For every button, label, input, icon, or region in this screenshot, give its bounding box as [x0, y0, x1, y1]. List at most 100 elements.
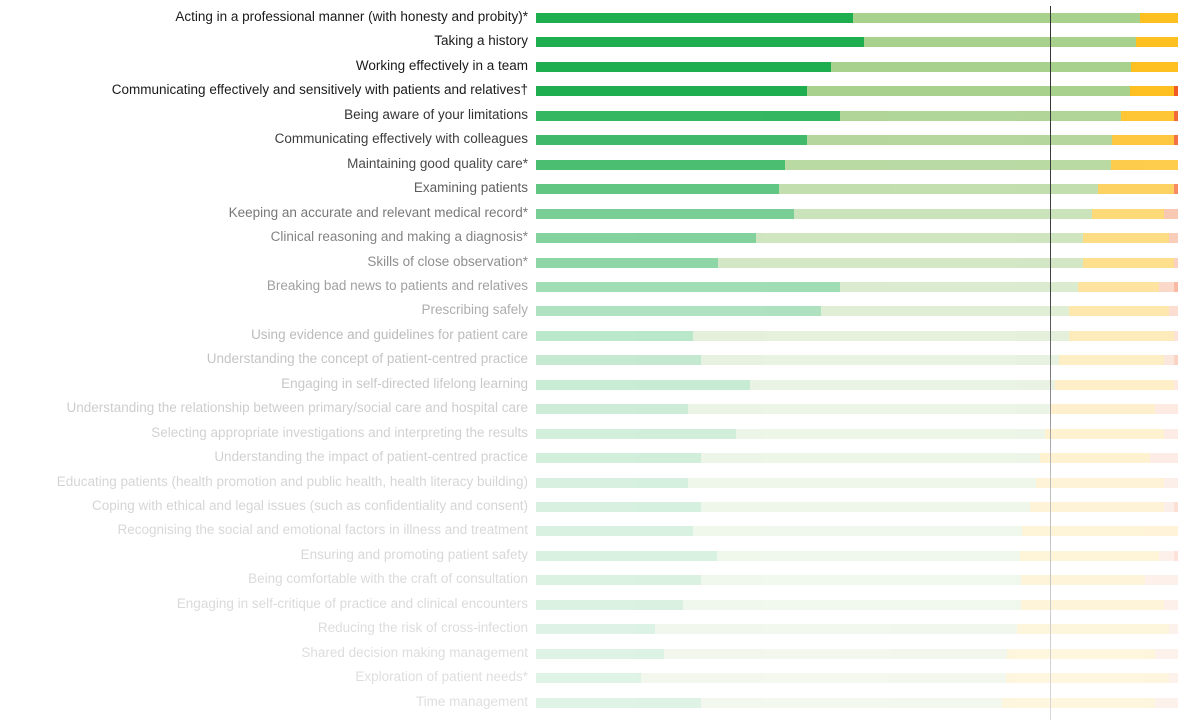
bar-segment-strongly-disagree [1174, 135, 1178, 146]
category-label: Breaking bad news to patients and relati… [266, 277, 528, 293]
bar-segment-strongly-disagree [1174, 355, 1178, 366]
bar-segment-strongly-disagree [1174, 86, 1178, 97]
bar-segment-strongly-agree [536, 306, 822, 317]
bar-segment-strongly-agree [536, 233, 757, 244]
bar-segment-agree [700, 697, 1003, 708]
bar-segment-strongly-agree [536, 86, 807, 97]
bar-segment-strongly-agree [536, 648, 664, 659]
stacked-bar [536, 379, 1178, 390]
bar-segment-neutral [1068, 306, 1169, 317]
bar-segment-agree [794, 208, 1092, 219]
category-label: Exploration of patient needs* [355, 669, 528, 685]
bar-segment-disagree [1163, 477, 1178, 488]
chart-row: Keeping an accurate and relevant medical… [0, 201, 1200, 225]
bar-segment-neutral [1091, 208, 1164, 219]
bar-segment-strongly-agree [536, 502, 701, 512]
stacked-bar [536, 110, 1178, 121]
stacked-bar [536, 135, 1178, 146]
bar-segment-strongly-agree [536, 599, 684, 610]
chart-row: Using evidence and guidelines for patien… [0, 323, 1200, 347]
bar-segment-disagree [1168, 233, 1178, 244]
stacked-bar [536, 526, 1178, 537]
stacked-bar [536, 453, 1178, 464]
bar-segment-agree [806, 86, 1130, 97]
bar-segment-neutral [1129, 86, 1175, 97]
stacked-bar [536, 502, 1178, 512]
chart-row: Working effectively in a team [0, 54, 1200, 78]
bar-segment-strongly-agree [536, 697, 701, 708]
stacked-bar [536, 477, 1178, 488]
bar-segment-disagree [1163, 502, 1175, 512]
bar-segment-neutral [1055, 379, 1175, 390]
bar-segment-neutral [1140, 13, 1178, 23]
chart-row: Exploration of patient needs* [0, 665, 1200, 689]
chart-row: Engaging in self-directed lifelong learn… [0, 372, 1200, 396]
chart-row: Prescribing safely [0, 298, 1200, 322]
bar-segment-disagree [1159, 550, 1175, 561]
stacked-bar [536, 697, 1178, 708]
category-label: Coping with ethical and legal issues (su… [91, 498, 528, 513]
category-label: Using evidence and guidelines for patien… [251, 326, 528, 342]
stacked-bar [536, 330, 1178, 341]
chart-row: Communicating effectively and sensitivel… [0, 78, 1200, 102]
bar-segment-agree [840, 110, 1121, 121]
bar-segment-neutral [1021, 526, 1178, 537]
bar-segment-neutral [1006, 648, 1155, 659]
chart-row: Taking a history [0, 29, 1200, 53]
category-label: Examining patients [413, 180, 528, 196]
bar-segment-strongly-agree [536, 13, 854, 23]
bar-segment-strongly-disagree [1174, 550, 1178, 561]
bar-segment-disagree [1154, 697, 1178, 708]
bar-segment-disagree [1163, 208, 1178, 219]
bar-segment-strongly-agree [536, 135, 807, 146]
bar-segment-disagree [1168, 624, 1178, 635]
category-label: Prescribing safely [421, 302, 528, 318]
bar-segment-strongly-agree [536, 184, 780, 195]
bar-segment-neutral [1045, 428, 1164, 439]
bar-segment-agree [806, 135, 1112, 146]
bar-segment-strongly-agree [536, 355, 701, 366]
category-label: Ensuring and promoting patient safety [300, 546, 528, 562]
bar-segment-strongly-agree [536, 330, 694, 341]
stacked-bar [536, 550, 1178, 561]
bar-segment-strongly-agree [536, 624, 655, 635]
chart-row: Acting in a professional manner (with ho… [0, 5, 1200, 29]
bar-segment-strongly-agree [536, 379, 750, 390]
bar-segment-strongly-agree [536, 257, 718, 268]
bar-segment-agree [736, 428, 1046, 439]
bar-segment-agree [688, 477, 1037, 488]
reference-line [1050, 6, 1051, 720]
category-label: Maintaining good quality care* [347, 155, 528, 171]
bar-segment-neutral [1029, 502, 1164, 512]
bar-segment-strongly-agree [536, 159, 786, 170]
bar-segment-disagree [1163, 355, 1175, 366]
bar-segment-neutral [1049, 404, 1155, 415]
stacked-bar [536, 306, 1178, 317]
stacked-bar [536, 575, 1178, 586]
bar-segment-neutral [1036, 477, 1164, 488]
category-label: Communicating effectively with colleague… [274, 131, 528, 147]
bar-segment-strongly-agree [536, 61, 832, 72]
category-label: Understanding the impact of patient-cent… [214, 449, 528, 465]
bar-segment-disagree [1159, 281, 1175, 292]
bar-segment-strongly-disagree [1174, 110, 1178, 121]
category-label: Reducing the risk of cross-infection [317, 620, 528, 636]
category-label: Taking a history [434, 33, 528, 49]
category-label: Working effectively in a team [355, 57, 528, 73]
category-label: Time management [415, 693, 528, 709]
category-label: Shared decision making management [301, 644, 528, 660]
stacked-bar [536, 673, 1178, 684]
bar-segment-agree [779, 184, 1099, 195]
category-label: Communicating effectively and sensitivel… [111, 82, 528, 98]
stacked-bar [536, 37, 1178, 48]
chart-row: Examining patients [0, 176, 1200, 200]
bar-segment-disagree [1154, 404, 1178, 415]
bar-segment-agree [641, 673, 1007, 684]
bar-segment-disagree [1168, 306, 1178, 317]
bar-segment-agree [785, 159, 1112, 170]
bar-segment-agree [693, 330, 1069, 341]
bar-segment-agree [683, 599, 1021, 610]
stacked-bar [536, 355, 1178, 366]
stacked-bar [536, 599, 1178, 610]
bar-segment-agree [701, 575, 1022, 586]
